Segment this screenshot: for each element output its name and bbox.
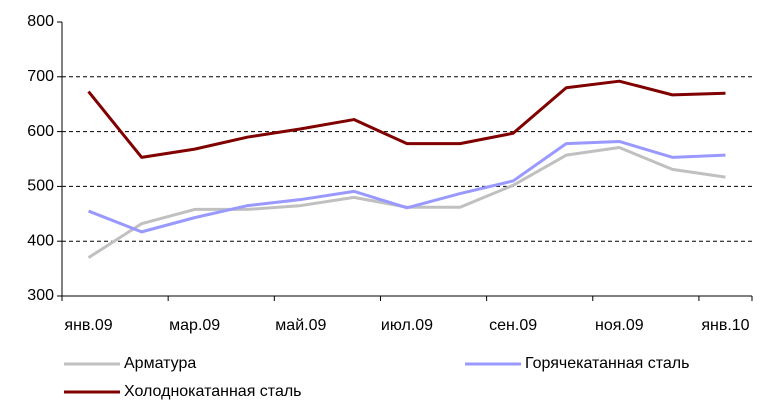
y-tick-label: 300 (27, 287, 54, 304)
y-tick-label: 500 (27, 178, 54, 195)
y-tick-label: 700 (27, 68, 54, 85)
y-tick-label: 600 (27, 123, 54, 140)
y-tick-label: 800 (27, 13, 54, 30)
y-tick-label: 400 (27, 232, 54, 249)
x-tick-label: янв.10 (701, 317, 749, 334)
legend-label: Арматура (124, 355, 196, 372)
x-tick-label: май.09 (275, 317, 326, 334)
x-tick-label: июл.09 (381, 317, 433, 334)
x-tick-label: мар.09 (169, 317, 220, 334)
x-tick-label: сен.09 (489, 317, 537, 334)
legend-label: Горячекатанная сталь (525, 355, 689, 372)
x-tick-label: янв.09 (64, 317, 112, 334)
series-line (87, 139, 726, 234)
legend-label: Холоднокатанная сталь (124, 383, 302, 400)
x-tick-label: ноя.09 (595, 317, 644, 334)
series-line (87, 79, 726, 159)
